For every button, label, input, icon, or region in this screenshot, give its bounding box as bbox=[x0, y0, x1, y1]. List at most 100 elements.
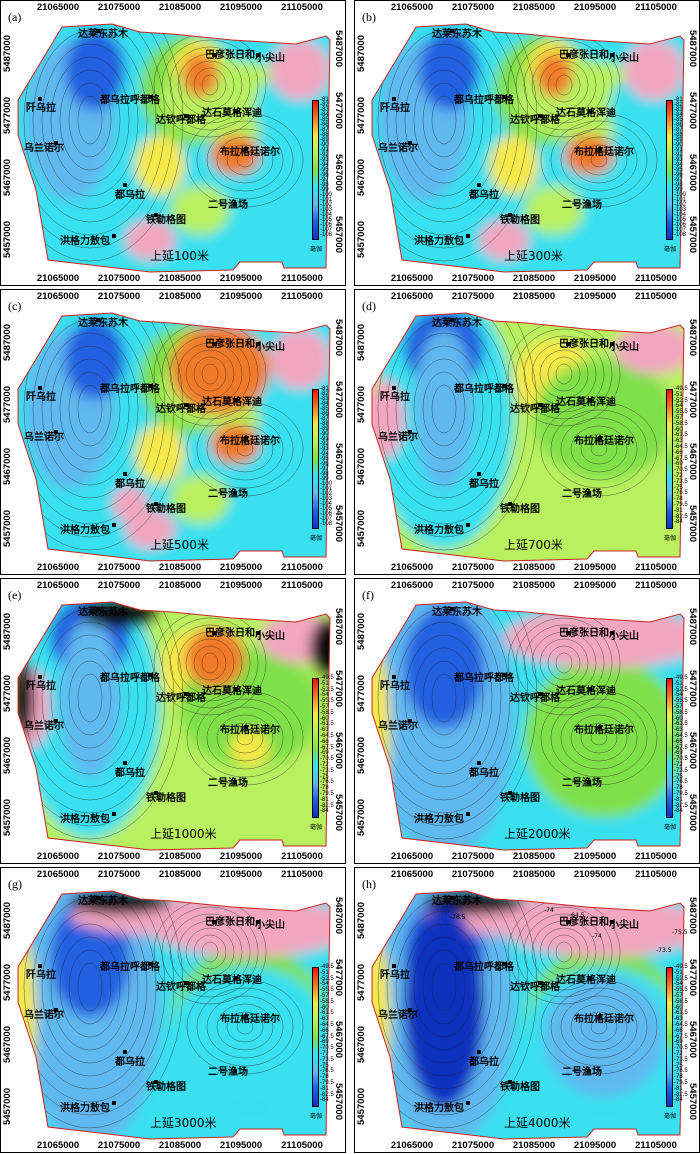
contour-line bbox=[395, 621, 493, 775]
location-marker bbox=[538, 114, 542, 118]
colorbar-tick: -96 bbox=[320, 172, 329, 178]
y-tick-right: 5457000 bbox=[687, 505, 698, 542]
colorbar-tick: -54 bbox=[320, 981, 329, 988]
y-tick-left: 5467000 bbox=[2, 737, 13, 774]
contour-line bbox=[23, 891, 157, 1090]
colorbar-tick: -99 bbox=[320, 187, 329, 193]
place-duwula_hu: 都乌拉呼都格 bbox=[454, 962, 514, 973]
contour-line bbox=[431, 95, 457, 145]
colorbar-tick: -52.5 bbox=[674, 397, 688, 404]
colorbar-tick: -84 bbox=[674, 519, 683, 526]
place-dashi: 达石莫格浑迪 bbox=[202, 397, 262, 408]
colorbar-tick: -78 bbox=[674, 785, 683, 792]
place-dalai: 达莱东苏木 bbox=[78, 318, 128, 329]
colorbar-tick: -66 bbox=[320, 738, 329, 745]
panel-h: (h) 21065000 21065000 21075000 21075000 21085… bbox=[354, 867, 700, 1153]
x-tick-top: 21075000 bbox=[451, 291, 495, 302]
contour-line bbox=[18, 24, 166, 236]
y-tick-left: 5467000 bbox=[2, 448, 13, 485]
x-tick-top: 21065000 bbox=[390, 580, 434, 591]
contour-line bbox=[18, 313, 175, 538]
place-erhao: 二号渔场 bbox=[562, 200, 602, 211]
y-tick-right: 5487000 bbox=[333, 319, 344, 356]
contour-line bbox=[50, 56, 130, 184]
colorbar-tick: -87 bbox=[320, 416, 329, 422]
colorbar bbox=[312, 100, 319, 240]
contour-line bbox=[196, 987, 294, 1067]
contour-line bbox=[161, 617, 259, 709]
panel-label: (d) bbox=[362, 299, 376, 313]
colorbar-tick: -102 bbox=[674, 202, 687, 208]
panel-label: (g) bbox=[8, 877, 22, 891]
colorbar-tick: -67.5 bbox=[674, 1033, 688, 1040]
location-marker bbox=[598, 147, 602, 151]
colorbar-tick: -81 bbox=[674, 1085, 683, 1092]
x-tick-top: 21075000 bbox=[451, 2, 495, 13]
x-tick-top: 21075000 bbox=[451, 869, 495, 880]
colorbar-tick: -69 bbox=[674, 1039, 683, 1046]
location-marker bbox=[256, 920, 260, 924]
contour-line bbox=[413, 647, 475, 749]
contour-line bbox=[177, 631, 243, 695]
colorbar-tick: -60 bbox=[320, 1004, 329, 1011]
colorbar-tick: -94 bbox=[320, 451, 329, 457]
anomaly-high-1 bbox=[182, 53, 218, 97]
colorbar-tick: -76.5 bbox=[320, 1068, 334, 1075]
x-tick-bottom: 21075000 bbox=[97, 1140, 141, 1151]
colorbar-tick: -84 bbox=[320, 112, 329, 118]
colorbar-tick: -51 bbox=[674, 391, 683, 398]
location-marker bbox=[244, 147, 248, 151]
place-erhao: 二号渔场 bbox=[562, 1067, 602, 1078]
location-marker bbox=[244, 725, 248, 729]
colorbar-tick: -81 bbox=[674, 507, 683, 514]
map-d bbox=[371, 312, 685, 562]
contour-line bbox=[32, 897, 148, 1077]
colorbar-tick: -61.5 bbox=[320, 1010, 334, 1017]
contour-line bbox=[177, 920, 243, 984]
contour-line bbox=[404, 634, 484, 762]
place-duwula: 都乌拉 bbox=[115, 1057, 145, 1068]
contour-line bbox=[41, 332, 139, 486]
location-marker bbox=[212, 53, 216, 57]
contour-line bbox=[431, 384, 457, 434]
colorbar bbox=[666, 967, 673, 1107]
colorbar-tick: -52.5 bbox=[320, 686, 334, 693]
contour-line bbox=[196, 409, 294, 489]
contour-line bbox=[550, 698, 648, 778]
colorbar-tick: -55.5 bbox=[320, 987, 334, 994]
colorbar-tick: -101 bbox=[320, 197, 333, 203]
place-hongge: 洪格力敖包 bbox=[60, 814, 110, 825]
place-qianwula: 阡乌拉 bbox=[380, 103, 410, 114]
contour-line bbox=[547, 934, 581, 970]
location-marker bbox=[538, 692, 542, 696]
place-wulan: 乌兰诺尔 bbox=[24, 1010, 64, 1021]
colorbar-tick: -70.5 bbox=[674, 467, 688, 474]
colorbar-tick: -84 bbox=[674, 112, 683, 118]
colorbar-tick: -91 bbox=[320, 436, 329, 442]
place-daqin: 达钦呼都格 bbox=[510, 404, 560, 415]
colorbar-tick: -81 bbox=[320, 386, 329, 392]
x-tick-bottom: 21075000 bbox=[97, 851, 141, 862]
location-marker bbox=[408, 719, 412, 723]
contour-line bbox=[580, 1011, 618, 1043]
colorbar bbox=[312, 678, 319, 818]
colorbar-tick: -90 bbox=[674, 142, 683, 148]
y-tick-left: 5457000 bbox=[2, 510, 13, 547]
location-marker bbox=[538, 981, 542, 985]
location-marker bbox=[538, 403, 542, 407]
location-marker bbox=[148, 962, 152, 966]
y-tick-left: 5477000 bbox=[356, 97, 367, 134]
x-tick-bottom: 21095000 bbox=[573, 1140, 617, 1151]
contour-line bbox=[50, 345, 130, 473]
place-qianwula: 阡乌拉 bbox=[26, 103, 56, 114]
contour-line bbox=[560, 417, 638, 481]
place-tiele: 铁勒格图 bbox=[146, 215, 186, 226]
anomaly-east-cool bbox=[170, 967, 330, 1107]
place-bula: 布拉格廷诺尔 bbox=[220, 436, 280, 447]
colorbar-tick: -94 bbox=[674, 162, 683, 168]
place-tiele: 铁勒格图 bbox=[500, 1082, 540, 1093]
colorbar bbox=[312, 389, 319, 529]
anomaly-w-edge-dark bbox=[18, 658, 34, 738]
place-duwula_hu: 都乌拉呼都格 bbox=[100, 673, 160, 684]
contour-line bbox=[395, 910, 493, 1064]
